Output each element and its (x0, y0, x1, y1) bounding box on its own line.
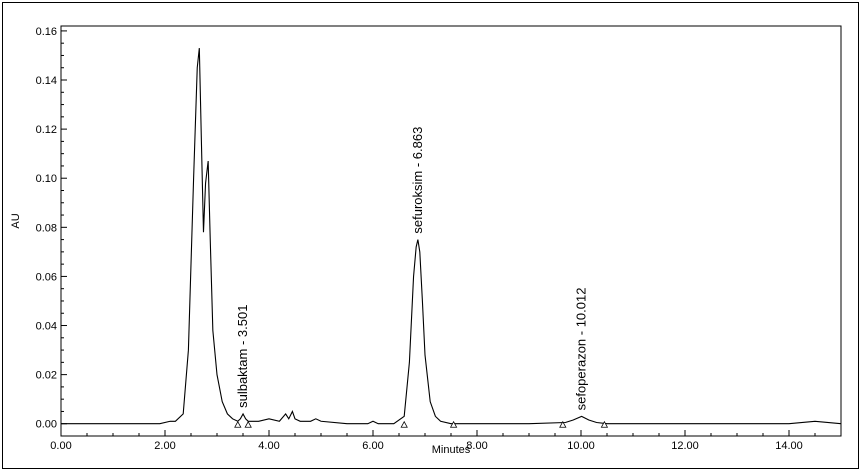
y-tick-label: 0.00 (36, 419, 57, 431)
y-tick-label: 0.16 (36, 26, 57, 38)
x-tick-label: 14.00 (775, 440, 803, 452)
y-tick-label: 0.08 (36, 222, 57, 234)
x-axis: 0.00 2.00 4.00 6.00 8.00 10.00 12.00 14.00 (50, 430, 842, 452)
x-tick-label: 0.00 (50, 440, 71, 452)
peak-label: sulbaktam - 3.501 (235, 305, 250, 408)
y-axis-title: AU (10, 213, 22, 228)
x-tick-label: 6.00 (362, 440, 383, 452)
y-tick-label: 0.12 (36, 124, 57, 136)
y-tick-label: 0.04 (36, 321, 57, 333)
integration-marker (400, 420, 408, 428)
chromatogram-trace (61, 48, 842, 425)
integration-marker (244, 420, 252, 428)
chromatogram-chart: 0.00 2.00 4.00 6.00 8.00 10.00 12.00 14.00 0.00… (10, 25, 842, 456)
x-tick-label: 2.00 (154, 440, 175, 452)
x-tick-label: 12.00 (671, 440, 699, 452)
peak-label: sefoperazon - 10.012 (574, 288, 589, 411)
peak-annotations: sulbaktam - 3.501 sefuroksim - 6.863 sefop… (235, 127, 588, 411)
integration-marker (559, 420, 567, 428)
peak-label: sefuroksim - 6.863 (410, 127, 425, 234)
y-tick-label: 0.06 (36, 271, 57, 283)
y-tick-label: 0.02 (36, 370, 57, 382)
x-tick-label: 10.00 (567, 440, 595, 452)
integration-markers (234, 420, 609, 428)
integration-marker (600, 420, 609, 428)
integration-marker (234, 420, 242, 428)
x-tick-label: 8.00 (466, 440, 487, 452)
y-tick-label: 0.10 (36, 173, 57, 185)
y-axis: 0.00 0.02 0.04 0.06 0.08 0.10 0.12 0.14 0.16 (36, 26, 67, 431)
plot-area (60, 25, 842, 437)
integration-marker (449, 420, 458, 428)
y-tick-label: 0.14 (36, 75, 57, 87)
x-axis-title: Minutes (432, 444, 471, 456)
x-tick-label: 4.00 (258, 440, 279, 452)
chart-frame: 0.00 2.00 4.00 6.00 8.00 10.00 12.00 14.00 0.00… (2, 2, 859, 469)
